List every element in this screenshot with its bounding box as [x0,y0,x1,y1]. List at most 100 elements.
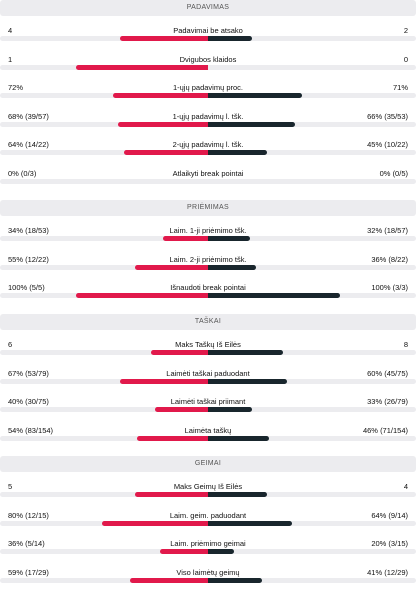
away-bar [208,236,250,241]
stat-label: Laim. priėmimo geimai [170,539,246,548]
away-value: 100% (3/3) [371,283,408,292]
stat-label: Atlaikyti break pointai [172,168,244,178]
stat-row: 6 Maks Taškų Iš Eilės 8 [0,340,416,368]
home-bar [113,93,208,98]
away-bar [208,264,256,270]
stat-label: Padavimai be atsako [173,26,243,35]
away-value: 8 [403,340,408,349]
away-value: 41% (12/29) [367,567,408,577]
home-value: 59% (17/29) [8,567,49,577]
stat-label: Dvigubos klaidos [179,54,237,64]
home-value: 68% (39/57) [8,111,49,121]
home-value: 36% (5/14) [8,539,45,548]
away-value: 32% (18/57) [367,226,408,235]
section-header: PADAVIMAS [0,0,416,16]
stat-row: 100% (5/5) Išnaudoti break pointai 100% (3… [0,283,416,311]
stat-row: 68% (39/57) 1-ųjų padavimų l. tšk. 66% (35… [0,112,416,140]
away-value: 0 [403,54,408,64]
stat-row: 34% (18/53) Laim. 1-ji priėmimo tšk. 32% (… [0,226,416,254]
home-value: 0% (0/3) [8,168,37,178]
away-value: 46% (71/154) [362,425,408,435]
home-value: 34% (18/53) [8,226,49,235]
home-value: 80% (12/15) [8,510,49,520]
away-bar [208,36,252,41]
home-value: 55% (12/22) [8,254,49,264]
stat-track [0,178,416,184]
home-bar [76,293,208,298]
stat-label: 1-ųjų padavimų l. tšk. [172,111,244,121]
home-bar [163,236,208,241]
away-bar [208,577,262,583]
away-value: 36% (8/22) [371,254,408,264]
home-bar [120,36,208,41]
home-bar [130,577,208,583]
stat-label: Viso laimėtų geimų [176,567,240,577]
stat-label: Laim. geim. paduodant [169,510,247,520]
stat-row: 1 Dvigubos klaidos 0 [0,55,416,83]
away-value: 64% (9/14) [371,510,408,520]
home-value: 5 [8,482,13,491]
away-value: 4 [403,482,408,491]
home-value: 4 [8,26,13,35]
stat-row: 5 Maks Geimų Iš Eilės 4 [0,482,416,510]
home-bar [160,549,208,554]
away-value: 71% [392,83,408,92]
stat-label: Laimėti taškai paduodant [166,368,250,378]
stat-row: 64% (14/22) 2-ųjų padavimų l. tšk. 45% (10… [0,140,416,168]
stat-row: 67% (53/79) Laimėti taškai paduodant 60% (… [0,369,416,397]
stat-label: Laimėta taškų [184,425,232,435]
stat-row: 59% (17/29) Viso laimėtų geimų 41% (12/29) [0,568,416,590]
home-value: 54% (83/154) [8,425,54,435]
stat-label: 1-ųjų padavimų proc. [172,83,244,92]
stat-row: 4 Padavimai be atsako 2 [0,26,416,54]
away-bar [208,150,267,155]
stat-track [0,64,416,70]
stat-row: 0% (0/3) Atlaikyti break pointai 0% (0/5) [0,169,416,197]
stat-label: Išnaudoti break pointai [170,283,246,292]
away-value: 20% (3/15) [371,539,408,548]
away-bar [208,435,269,441]
home-bar [120,378,208,384]
home-value: 72% [8,83,24,92]
home-bar [137,435,208,441]
away-bar [208,350,283,355]
away-bar [208,520,292,526]
home-bar [135,492,208,497]
stat-row: 55% (12/22) Laim. 2-ji priėmimo tšk. 36% (… [0,255,416,283]
stat-label: Laim. 1-ji priėmimo tšk. [169,226,247,235]
home-bar [118,121,208,127]
section-header: PRIĖMIMAS [0,200,416,216]
home-bar [135,264,208,270]
home-value: 100% (5/5) [8,283,45,292]
stat-row: 80% (12/15) Laim. geim. paduodant 64% (9/1… [0,511,416,539]
away-value: 60% (45/75) [367,368,408,378]
away-value: 66% (35/53) [367,111,408,121]
stat-row: 36% (5/14) Laim. priėmimo geimai 20% (3/15… [0,539,416,567]
section-header: TAŠKAI [0,314,416,330]
home-value: 1 [8,54,13,64]
stat-row: 40% (30/75) Laimėti taškai priimant 33% (2… [0,397,416,425]
stat-label: Maks Taškų Iš Eilės [175,340,241,349]
stat-row: 72% 1-ųjų padavimų proc. 71% [0,83,416,111]
away-value: 2 [403,26,408,35]
away-bar [208,549,234,554]
home-bar [151,350,208,355]
home-value: 67% (53/79) [8,368,49,378]
home-bar [102,520,208,526]
stat-label: Maks Geimų Iš Eilės [173,482,243,491]
away-bar [208,378,287,384]
away-bar [208,293,340,298]
stat-label: Laim. 2-ji priėmimo tšk. [169,254,247,264]
home-bar [155,407,208,412]
away-bar [208,121,295,127]
home-value: 64% (14/22) [8,140,49,149]
away-value: 45% (10/22) [367,140,408,149]
stat-row: 54% (83/154) Laimėta taškų 46% (71/154) [0,426,416,454]
home-bar [76,64,208,70]
home-value: 6 [8,340,13,349]
home-value: 40% (30/75) [8,397,49,406]
home-bar [124,150,208,155]
away-value: 33% (26/79) [367,397,408,406]
away-bar [208,492,267,497]
